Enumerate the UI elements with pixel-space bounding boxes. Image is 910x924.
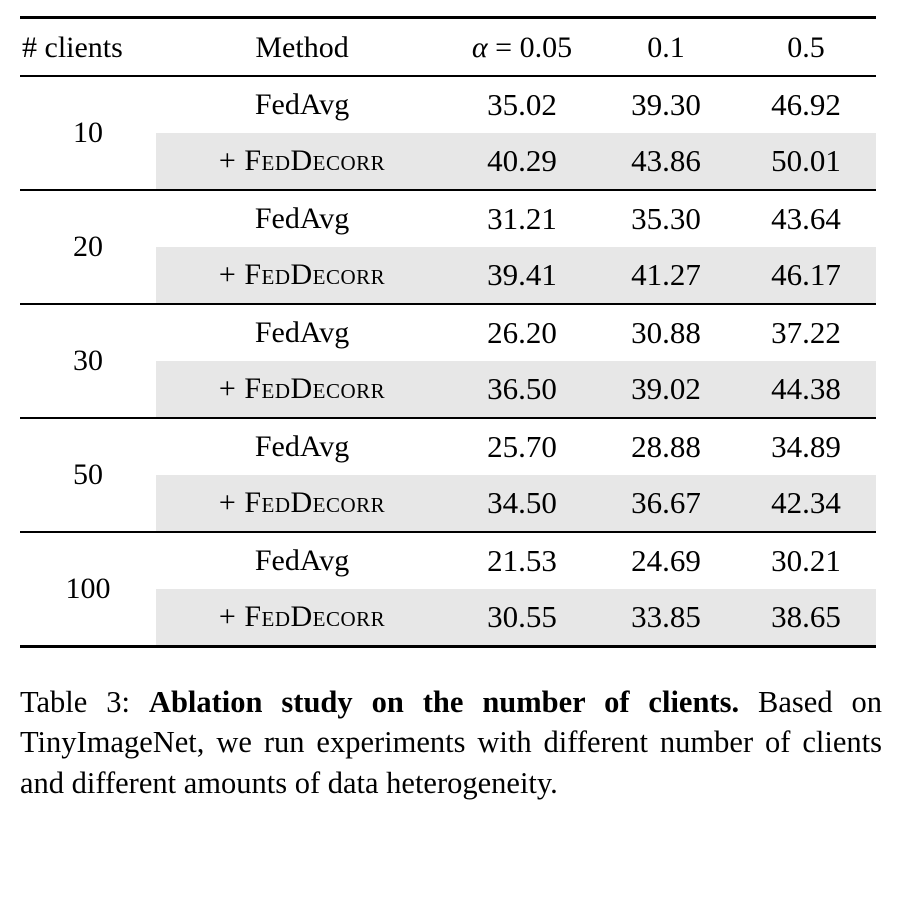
clients-count: 20 [73,230,104,263]
value-cell: 31.21 [487,201,557,236]
clients-count: 50 [73,458,104,491]
table-row: + FedDecorr 40.29 43.86 50.01 [20,133,876,190]
table-row: + FedDecorr 30.55 33.85 38.65 [20,589,876,647]
client-group-10: 10 FedAvg 35.02 39.30 46.92 + FedDecorr … [20,76,876,190]
method-cell: FedAvg [254,430,350,463]
value-cell: 43.64 [771,201,841,236]
method-cell: FedAvg [254,88,350,121]
table-row: 50 FedAvg 25.70 28.88 34.89 [20,418,876,491]
value-cell: 34.50 [448,475,596,532]
value-cell: 21.53 [487,543,557,578]
header-alpha-005: α = 0.05 [448,17,596,77]
alpha-symbol: α [471,31,488,64]
method-cell: FedAvg [254,202,350,235]
value-cell: 41.27 [595,247,736,304]
method-cell: + FedDecorr [156,361,449,418]
clients-count: 30 [73,344,104,377]
header-method: Method [156,17,449,77]
clients-count: 10 [73,116,104,149]
client-group-50: 50 FedAvg 25.70 28.88 34.89 + FedDecorr … [20,418,876,532]
value-cell: 42.34 [735,475,876,532]
method-cell: + FedDecorr [156,589,449,647]
value-cell: 39.30 [631,87,701,122]
value-cell: 44.38 [735,361,876,418]
value-cell: 26.20 [487,315,557,350]
value-cell: 43.86 [595,133,736,190]
caption-label: Table 3: [20,685,130,719]
value-cell: 40.29 [448,133,596,190]
table-row: + FedDecorr 39.41 41.27 46.17 [20,247,876,304]
header-alpha-05: 0.5 [735,17,876,77]
value-cell: 39.41 [448,247,596,304]
value-cell: 25.70 [487,429,557,464]
table-row: 20 FedAvg 31.21 35.30 43.64 [20,190,876,263]
value-cell: 35.30 [631,201,701,236]
clients-count: 100 [65,572,111,605]
client-group-30: 30 FedAvg 26.20 30.88 37.22 + FedDecorr … [20,304,876,418]
table-row: 100 FedAvg 21.53 24.69 30.21 [20,532,876,605]
value-cell: 36.50 [448,361,596,418]
value-cell: 35.02 [487,87,557,122]
table-row: + FedDecorr 36.50 39.02 44.38 [20,361,876,418]
client-group-100: 100 FedAvg 21.53 24.69 30.21 + FedDecorr… [20,532,876,647]
value-cell: 34.89 [771,429,841,464]
value-cell: 30.55 [448,589,596,647]
value-cell: 30.21 [771,543,841,578]
value-cell: 50.01 [735,133,876,190]
method-cell: + FedDecorr [156,247,449,304]
value-cell: 46.17 [735,247,876,304]
table-header: # clients Method α = 0.05 0.1 0.5 [20,17,876,77]
caption-text: Based on TinyImageNet, we run experiment… [20,685,883,800]
value-cell: 33.85 [595,589,736,647]
table-row: + FedDecorr 34.50 36.67 42.34 [20,475,876,532]
value-cell: 24.69 [631,543,701,578]
value-cell: 28.88 [631,429,701,464]
method-cell: FedAvg [254,544,350,577]
header-row: # clients Method α = 0.05 0.1 0.5 [20,17,876,77]
alpha-value: = 0.05 [487,31,573,64]
value-cell: 38.65 [735,589,876,647]
table-row: 10 FedAvg 35.02 39.30 46.92 [20,76,876,149]
value-cell: 39.02 [595,361,736,418]
value-cell: 37.22 [771,315,841,350]
method-cell: FedAvg [254,316,350,349]
table-row: 30 FedAvg 26.20 30.88 37.22 [20,304,876,377]
method-cell: + FedDecorr [156,475,449,532]
caption-bold-title: Ablation study on the number of clients. [148,685,740,719]
header-clients: # clients [20,17,157,77]
method-cell: + FedDecorr [156,133,449,190]
value-cell: 30.88 [631,315,701,350]
client-group-20: 20 FedAvg 31.21 35.30 43.64 + FedDecorr … [20,190,876,304]
value-cell: 36.67 [595,475,736,532]
value-cell: 46.92 [771,87,841,122]
ablation-table: # clients Method α = 0.05 0.1 0.5 10 Fed… [20,16,876,648]
table-caption: Table 3: Ablation study on the number of… [20,682,882,803]
header-alpha-01: 0.1 [595,17,736,77]
